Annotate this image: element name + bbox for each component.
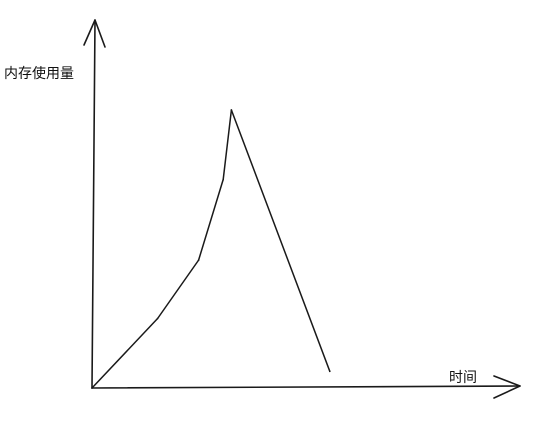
series-0-point-2 xyxy=(198,259,200,261)
series-0-segment-1 xyxy=(158,260,199,318)
series-0-segment-0 xyxy=(92,319,158,389)
y-axis-label: 内存使用量 xyxy=(4,65,74,82)
series-group xyxy=(91,109,330,389)
y-axis xyxy=(92,20,95,388)
series-0-segment-2 xyxy=(199,180,224,261)
x-axis-arrowhead xyxy=(494,376,520,398)
x-axis xyxy=(92,386,520,388)
series-0-point-1 xyxy=(157,318,159,320)
series-0-point-5 xyxy=(329,371,331,373)
series-0-segment-4 xyxy=(231,110,329,371)
series-0-point-3 xyxy=(222,179,224,181)
series-0-point-0 xyxy=(91,387,93,389)
series-0-segment-3 xyxy=(223,110,231,180)
x-axis-label: 时间 xyxy=(449,370,477,386)
series-0-point-4 xyxy=(231,109,233,111)
